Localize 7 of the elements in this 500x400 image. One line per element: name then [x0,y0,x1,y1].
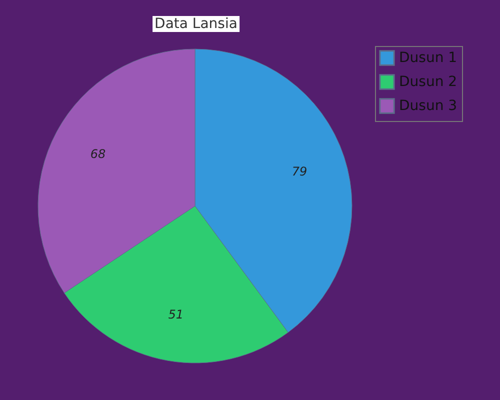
data-label: 51 [168,307,184,322]
legend-label: Dusun 3 [399,98,458,114]
data-label: 68 [90,147,106,162]
legend-label: Dusun 1 [399,50,458,66]
data-label: 79 [292,164,308,179]
legend-label: Dusun 2 [399,74,458,90]
chart-title: Data Lansia [152,16,240,32]
